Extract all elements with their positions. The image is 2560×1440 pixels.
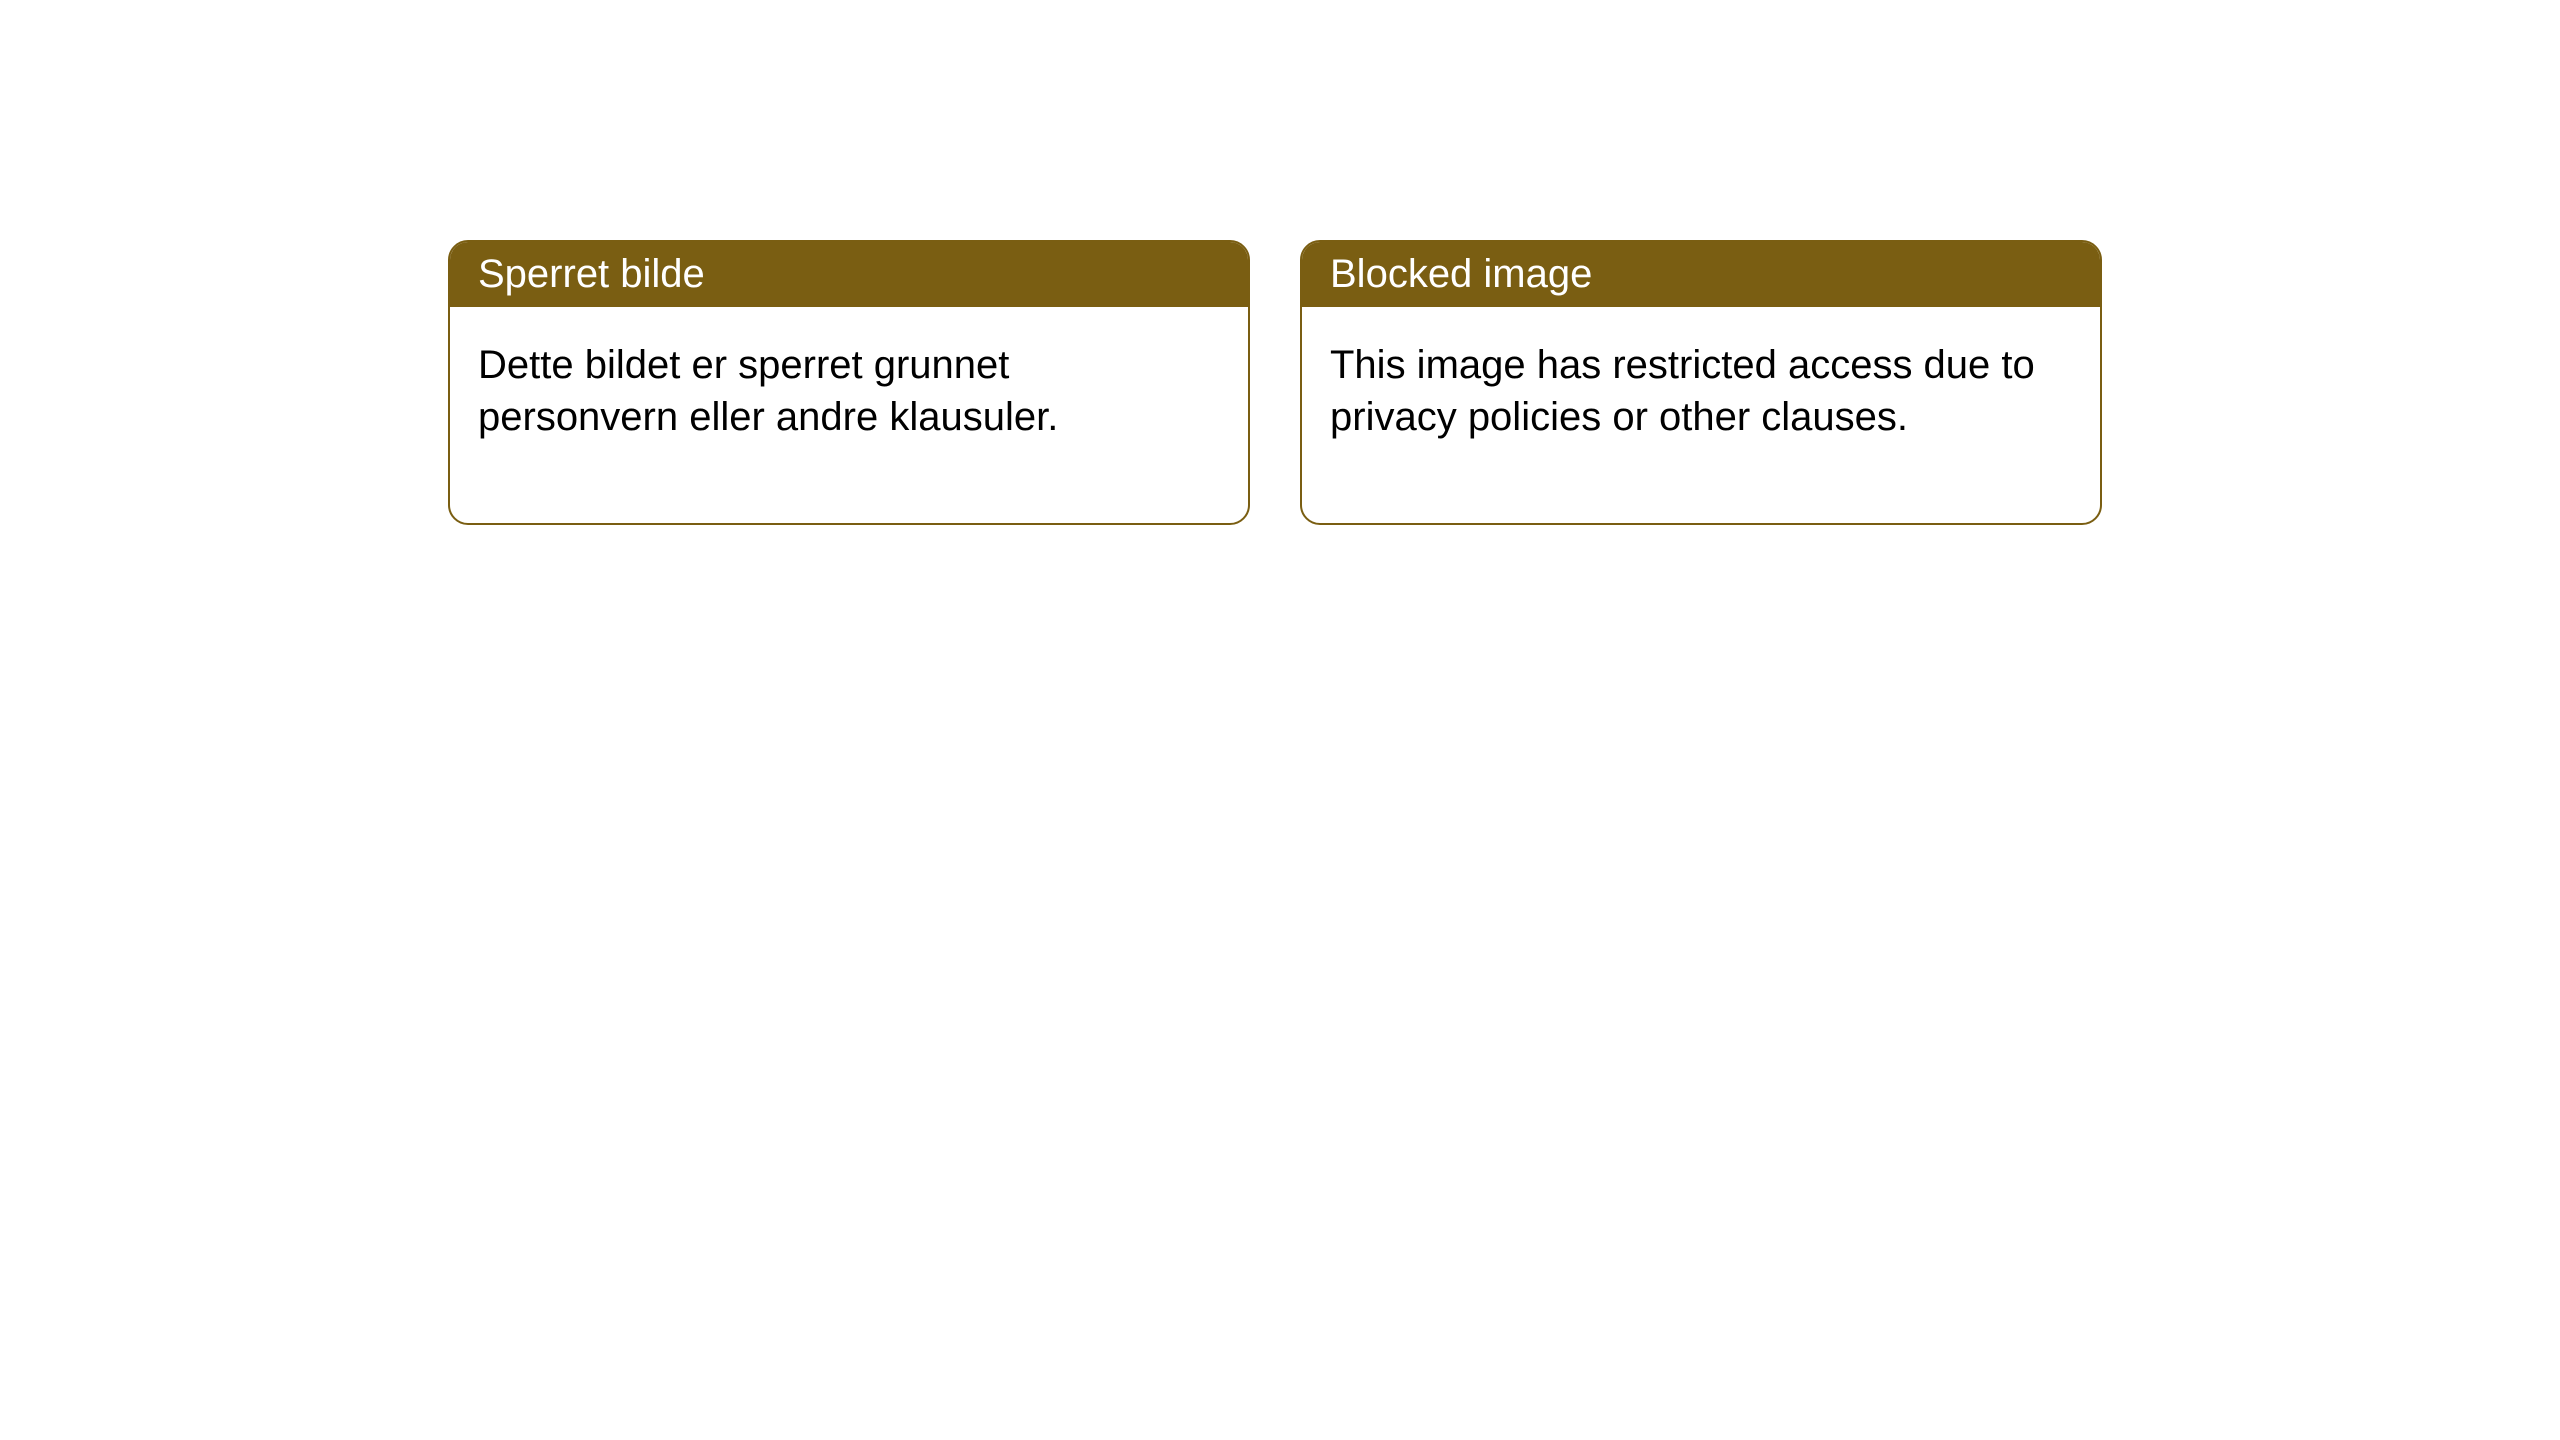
notice-card-title: Sperret bilde xyxy=(478,252,705,296)
notice-card-english: Blocked image This image has restricted … xyxy=(1300,240,2102,525)
notice-card-message: This image has restricted access due to … xyxy=(1330,343,2035,439)
notice-card-row: Sperret bilde Dette bildet er sperret gr… xyxy=(0,0,2560,525)
notice-card-norwegian: Sperret bilde Dette bildet er sperret gr… xyxy=(448,240,1250,525)
notice-card-body: This image has restricted access due to … xyxy=(1302,307,2100,523)
notice-card-header: Sperret bilde xyxy=(450,242,1248,307)
notice-card-header: Blocked image xyxy=(1302,242,2100,307)
notice-card-body: Dette bildet er sperret grunnet personve… xyxy=(450,307,1248,523)
notice-card-title: Blocked image xyxy=(1330,252,1592,296)
notice-card-message: Dette bildet er sperret grunnet personve… xyxy=(478,343,1058,439)
